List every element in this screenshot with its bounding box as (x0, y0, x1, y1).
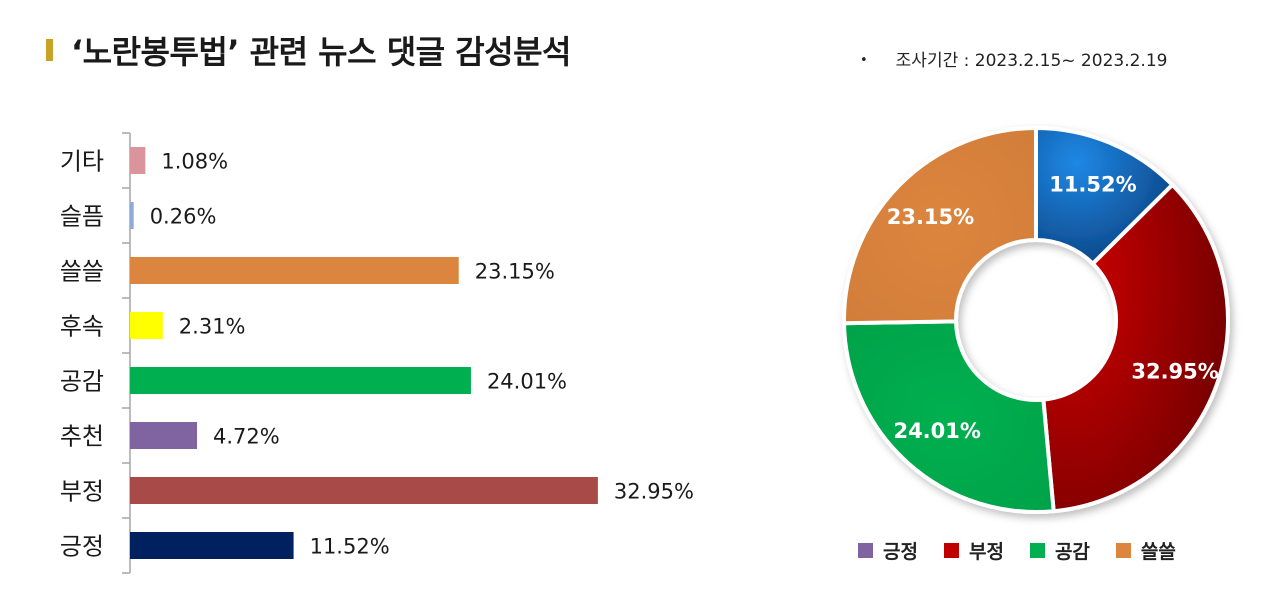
bar-category-label: 슬픔 (60, 203, 104, 231)
bar (130, 477, 598, 504)
legend-item: 부정 (943, 537, 1004, 564)
bar-chart: 기타 1.08% 슬픔 0.26% 쓸쓸 23.15% 후속 2.31% 공감 24.01% 추천 4… (60, 132, 694, 574)
bar (130, 367, 471, 394)
legend-swatch (1115, 543, 1131, 558)
bar-value-label: 11.52% (310, 535, 390, 559)
title-block: ‘노란봉투법’ 관련 뉴스 댓글 감성분석 (46, 28, 571, 72)
bar-category-label: 공감 (60, 368, 104, 396)
donut-slice (1041, 182, 1230, 514)
bar (130, 202, 134, 229)
donut-slice (1034, 125, 1176, 267)
donut-legend: 긍정 부정 공감 쓸쓸 (858, 537, 1176, 564)
bar-value-label: 4.72% (213, 425, 280, 449)
bar-category-label: 부정 (60, 478, 104, 506)
donut-slice (842, 125, 1038, 326)
bar-value-label: 0.26% (150, 205, 217, 229)
legend-swatch (1029, 543, 1045, 558)
bar (130, 312, 163, 339)
period-text: 조사기간 : 2023.2.15~ 2023.2.19 (895, 51, 1168, 71)
legend-item: 공감 (1029, 537, 1090, 564)
bar-value-label: 32.95% (614, 480, 694, 504)
legend-label: 공감 (1054, 541, 1090, 563)
bar (130, 257, 459, 284)
bar-category-label: 기타 (60, 148, 104, 176)
donut-chart (841, 125, 1230, 514)
donut-labels: 11.52% 32.95% 24.01% 23.15% (887, 172, 1219, 443)
bar-category-label: 쓸쓸 (60, 258, 104, 286)
legend-label: 쓸쓸 (1140, 541, 1176, 563)
bar-value-label: 23.15% (475, 260, 555, 284)
page-title: ‘노란봉투법’ 관련 뉴스 댓글 감성분석 (71, 33, 571, 71)
bar-value-label: 24.01% (487, 370, 567, 394)
donut-value-label: 23.15% (887, 205, 974, 229)
donut-value-label: 24.01% (893, 419, 980, 443)
bar (130, 147, 146, 174)
bar-value-label: 2.31% (179, 315, 246, 339)
bar (130, 532, 294, 559)
period-bullet: • (860, 53, 868, 68)
donut-slice (841, 319, 1056, 514)
bar (130, 422, 198, 449)
legend-swatch (858, 543, 873, 558)
bar-category-label: 긍정 (60, 533, 104, 561)
legend-label: 긍정 (883, 541, 918, 563)
bar-value-label: 1.08% (161, 150, 228, 174)
legend-item: 쓸쓸 (1115, 537, 1176, 564)
title-marker (46, 39, 53, 61)
survey-period: • 조사기간 : 2023.2.15~ 2023.2.19 (860, 46, 1167, 71)
donut-value-label: 32.95% (1131, 360, 1218, 384)
bar-category-label: 후속 (60, 313, 104, 341)
donut-value-label: 11.52% (1049, 172, 1136, 196)
legend-item: 긍정 (858, 537, 918, 564)
legend-swatch (943, 543, 959, 558)
bar-category-label: 추천 (60, 423, 104, 451)
legend-label: 부정 (968, 541, 1004, 563)
